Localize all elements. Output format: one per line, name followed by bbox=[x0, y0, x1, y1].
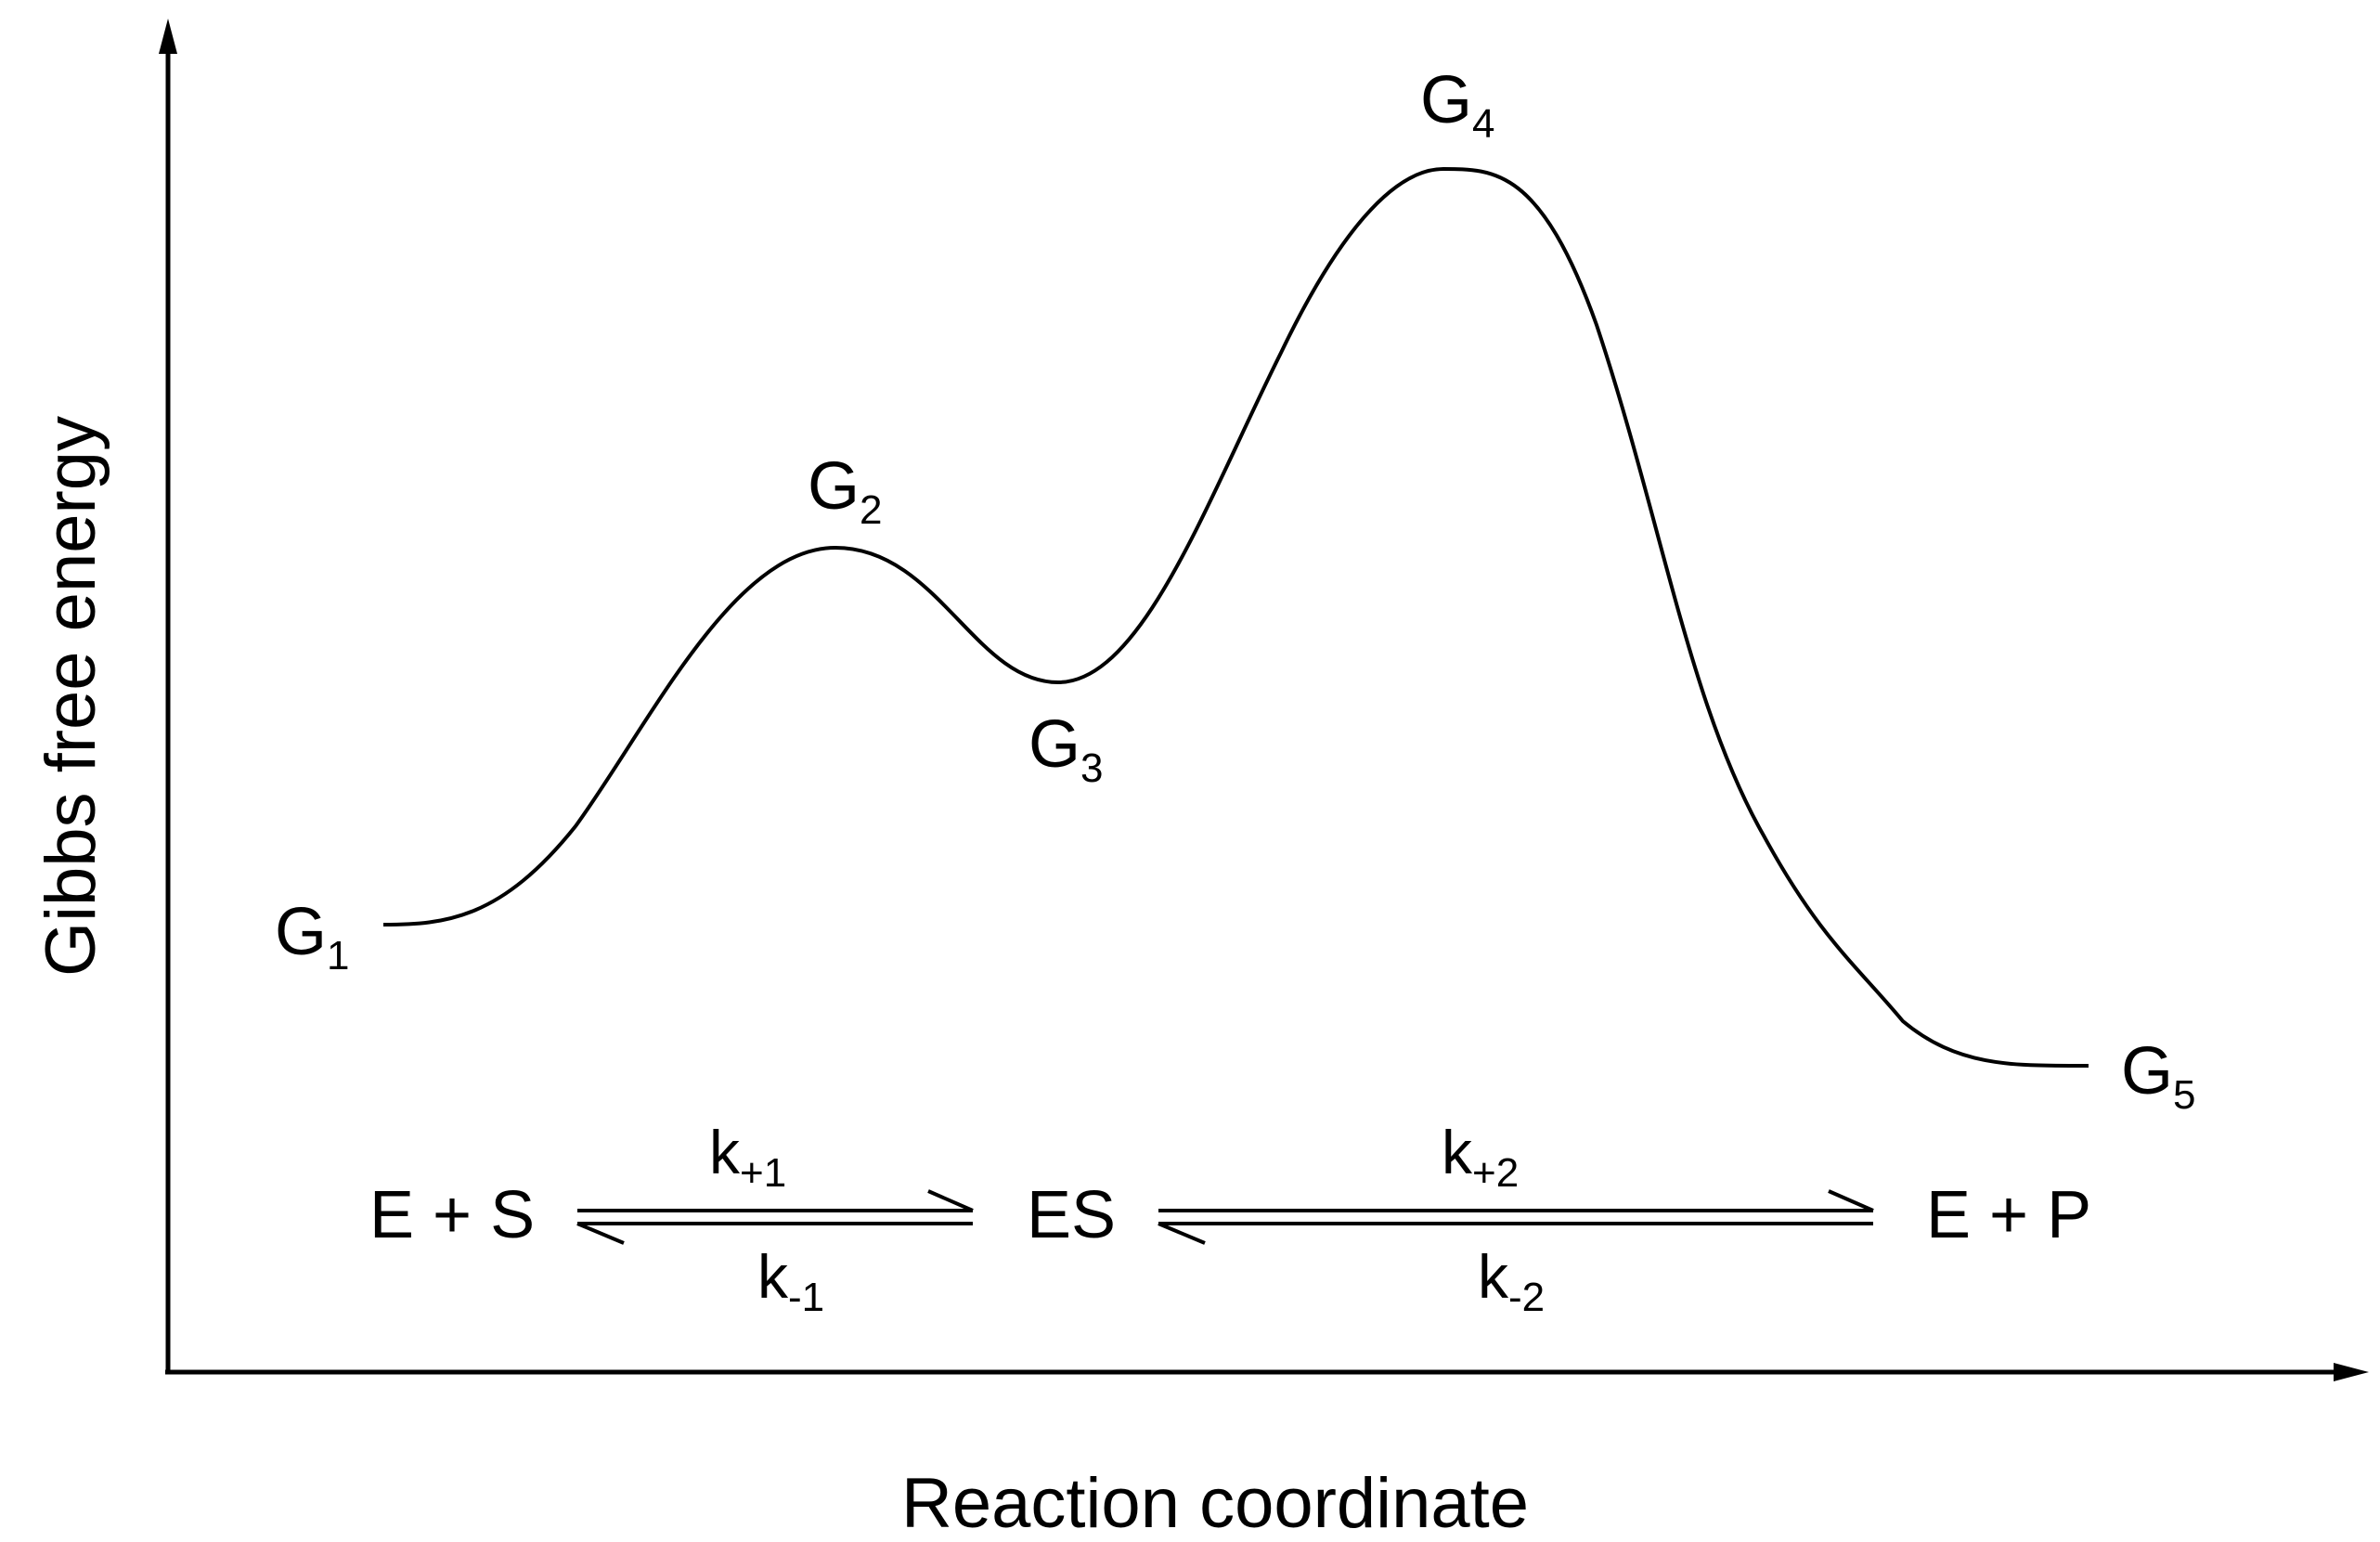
label-g4: G4 bbox=[1420, 63, 1495, 147]
species-e-plus-p: E + P bbox=[1926, 1178, 2091, 1252]
species-es: ES bbox=[1027, 1178, 1116, 1252]
y-axis-label: Gibbs free energy bbox=[32, 416, 110, 977]
equilibrium-arrow-1 bbox=[576, 1189, 974, 1245]
label-g2: G2 bbox=[808, 449, 883, 533]
label-g3: G3 bbox=[1028, 707, 1104, 791]
axes bbox=[159, 19, 2369, 1381]
species-e-plus-s: E + S bbox=[369, 1178, 535, 1252]
energy-curve bbox=[382, 166, 2089, 1069]
label-g5: G5 bbox=[2121, 1034, 2196, 1118]
y-axis-arrowhead bbox=[159, 19, 177, 54]
rate-k-minus-1: k-1 bbox=[757, 1242, 824, 1320]
x-axis-arrowhead bbox=[2334, 1363, 2369, 1381]
rate-k-minus-2: k-2 bbox=[1478, 1242, 1545, 1320]
x-axis-label: Reaction coordinate bbox=[901, 1464, 1529, 1542]
label-g1: G1 bbox=[275, 895, 350, 978]
rate-k-plus-1: k+1 bbox=[709, 1118, 786, 1196]
rate-k-plus-2: k+2 bbox=[1442, 1118, 1519, 1196]
equilibrium-arrow-2 bbox=[1158, 1189, 1874, 1245]
